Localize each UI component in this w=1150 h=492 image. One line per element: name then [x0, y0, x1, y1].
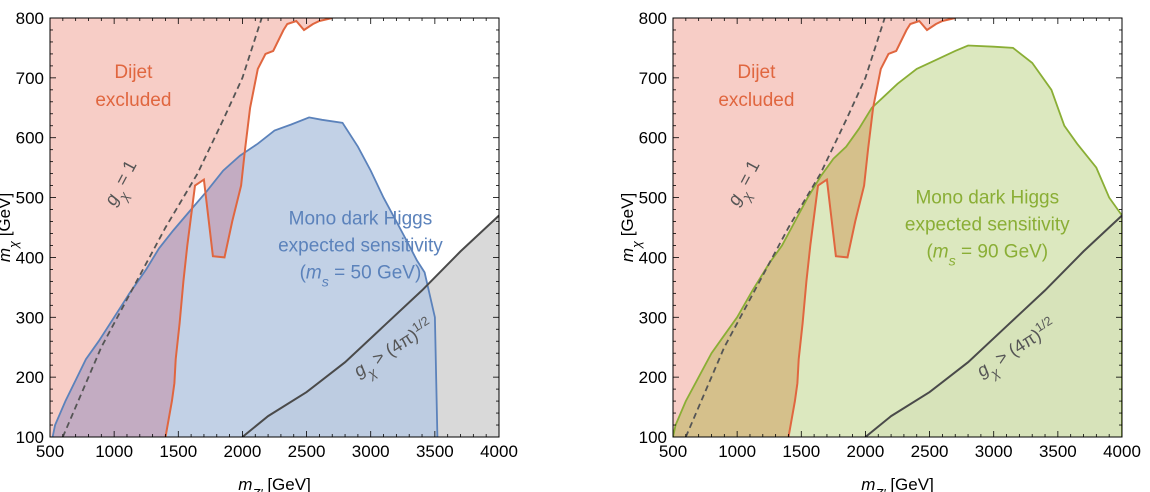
sensitivity-label: (ms = 50 GeV): [300, 263, 422, 291]
gchi-1-dashed-line: [684, 18, 886, 437]
y-tick-label: 600: [16, 129, 44, 148]
y-tick-label: 700: [639, 69, 667, 88]
y-tick-label: 200: [639, 368, 667, 387]
y-tick-label: 300: [639, 308, 667, 327]
x-tick-label: 3500: [416, 442, 454, 461]
x-tick-label: 500: [659, 442, 687, 461]
y-tick-label: 700: [16, 69, 44, 88]
sensitivity-label: Mono dark Higgs: [289, 209, 433, 230]
sensitivity-label: (ms = 90 GeV): [926, 242, 1048, 270]
perturbativity-line: [864, 214, 1122, 437]
sensitivity-contour: [673, 44, 1122, 437]
x-tick-label: 1500: [159, 442, 197, 461]
y-tick-label: 400: [16, 248, 44, 267]
x-tick-label: 3500: [1039, 442, 1077, 461]
perturbativity-line: [241, 214, 499, 437]
plot-area: [673, 18, 1122, 437]
x-axis-label: mZ' [GeV]: [238, 475, 311, 492]
y-tick-label: 800: [639, 9, 667, 28]
x-tick-label: 1000: [95, 442, 133, 461]
x-tick-label: 3000: [352, 442, 390, 461]
sensitivity-contour: [51, 116, 439, 437]
sensitivity-label: Mono dark Higgs: [915, 188, 1059, 209]
y-tick-label: 100: [16, 428, 44, 447]
dijet-label: Dijet: [114, 62, 153, 83]
chart-panel-1: 500 1000 1500 2000 2500 3000 3500 4000 100 200 300…: [0, 9, 518, 492]
y-tick-label: 200: [16, 368, 44, 387]
dijet-contour: [164, 18, 333, 437]
y-tick-label: 300: [16, 308, 44, 327]
y-tick-label: 500: [16, 189, 44, 208]
x-tick-label: 3000: [975, 442, 1013, 461]
dijet-label: excluded: [718, 90, 794, 111]
dijet-label: Dijet: [737, 62, 776, 83]
gchi-1-dashed-line: [61, 18, 263, 437]
sensitivity-label: expected sensitivity: [278, 236, 443, 257]
plot-frame: [49, 17, 500, 438]
chart-panel-2: 500 1000 1500 2000 2500 3000 3500 4000 100 200 300…: [618, 9, 1141, 492]
sensitivity-label: expected sensitivity: [905, 215, 1070, 236]
x-tick-label: 2000: [224, 442, 262, 461]
x-tick-label: 2500: [288, 442, 326, 461]
y-axis-label: mχ [GeV]: [618, 193, 644, 262]
x-axis-label: mZ' [GeV]: [861, 475, 934, 492]
plot-area: [50, 18, 499, 437]
dijet-contour: [787, 18, 956, 437]
plot-frame: [672, 17, 1123, 438]
x-tick-label: 2000: [847, 442, 885, 461]
x-tick-label: 4000: [480, 442, 518, 461]
y-tick-label: 600: [639, 129, 667, 148]
y-tick-label: 100: [639, 428, 667, 447]
x-tick-label: 1000: [718, 442, 756, 461]
x-tick-label: 1500: [782, 442, 820, 461]
dijet-label: excluded: [95, 90, 171, 111]
x-tick-label: 4000: [1103, 442, 1141, 461]
x-tick-label: 500: [36, 442, 64, 461]
x-tick-label: 2500: [911, 442, 949, 461]
y-tick-label: 400: [639, 248, 667, 267]
y-tick-label: 800: [16, 9, 44, 28]
y-axis-label: mχ [GeV]: [0, 193, 21, 262]
y-tick-label: 500: [639, 189, 667, 208]
